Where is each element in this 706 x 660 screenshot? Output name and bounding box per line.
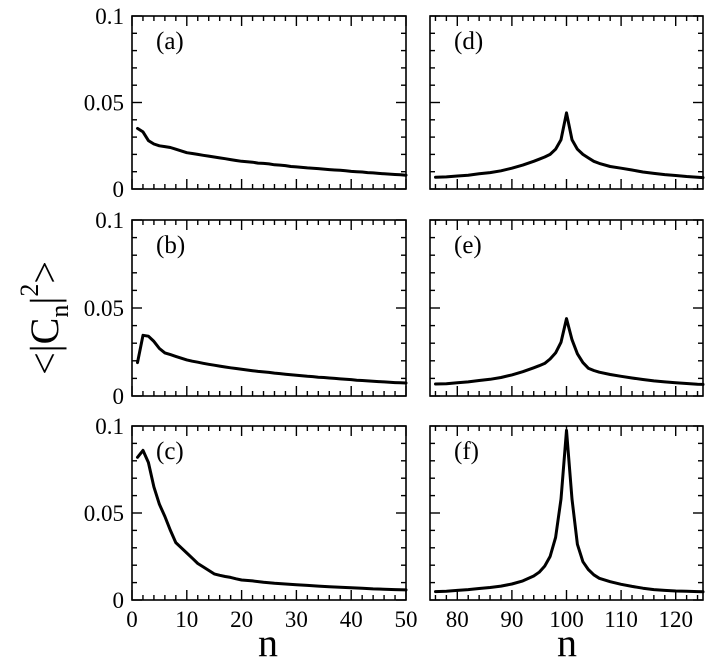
panel-f-xtick-label: 110	[604, 607, 638, 632]
x-axis-label-right: n	[557, 620, 577, 660]
panel-d-label: (d)	[454, 28, 483, 55]
y-axis-label: <|Cn|2>	[15, 261, 74, 375]
panel-c-label: (c)	[156, 438, 184, 465]
panel-e-series-line	[434, 317, 705, 386]
panel-c-xtick-label: 40	[340, 607, 363, 632]
panel-c-ytick-label: 0.1	[95, 414, 124, 439]
panel-d: (d)	[429, 15, 705, 190]
panel-f-xtick-label: 90	[500, 607, 523, 632]
panel-a-ytick-label: 0.05	[84, 91, 124, 116]
panel-b-ytick-label: 0	[113, 384, 125, 409]
panel-a-series-line	[136, 126, 408, 177]
panel-c: 0 0.05 0.1 0 10 20 30 40 50 (c)	[84, 414, 418, 632]
panel-c-series-line	[136, 448, 408, 592]
panel-f-xtick-label: 80	[446, 607, 469, 632]
panel-c-xtick-label: 50	[395, 607, 418, 632]
panel-c-xtick-label: 20	[230, 607, 253, 632]
panel-d-series-line	[434, 111, 705, 180]
panel-c-xtick-label: 10	[175, 607, 198, 632]
x-axis-label-left: n	[258, 620, 278, 660]
panel-f: 80 90 100 110 120 (f)	[429, 425, 705, 632]
panel-f-xtick-label: 120	[658, 607, 693, 632]
panel-c-ytick-label: 0	[113, 588, 125, 613]
panel-f-series-line	[434, 428, 705, 594]
panel-c-xtick-label: 0	[126, 607, 138, 632]
panel-b-ytick-label: 0.1	[95, 208, 124, 233]
panel-f-label: (f)	[454, 438, 479, 465]
panel-b-label: (b)	[156, 232, 185, 259]
panel-a-label: (a)	[156, 28, 184, 55]
panel-f-xtick-label: 100	[549, 607, 584, 632]
panel-c-ytick-label: 0.05	[84, 501, 124, 526]
panel-b-series-line	[136, 333, 408, 385]
panel-b: 0 0.05 0.1 (b)	[84, 208, 408, 409]
panel-b-ytick-label: 0.05	[84, 296, 124, 321]
panel-a-ytick-label: 0.1	[95, 4, 124, 29]
panel-e: (e)	[429, 219, 705, 397]
panel-a: 0 0.05 0.1 (a)	[84, 4, 408, 202]
panel-a-ytick-label: 0	[113, 177, 125, 202]
panel-c-xtick-label: 30	[285, 607, 308, 632]
panel-e-label: (e)	[454, 232, 482, 259]
